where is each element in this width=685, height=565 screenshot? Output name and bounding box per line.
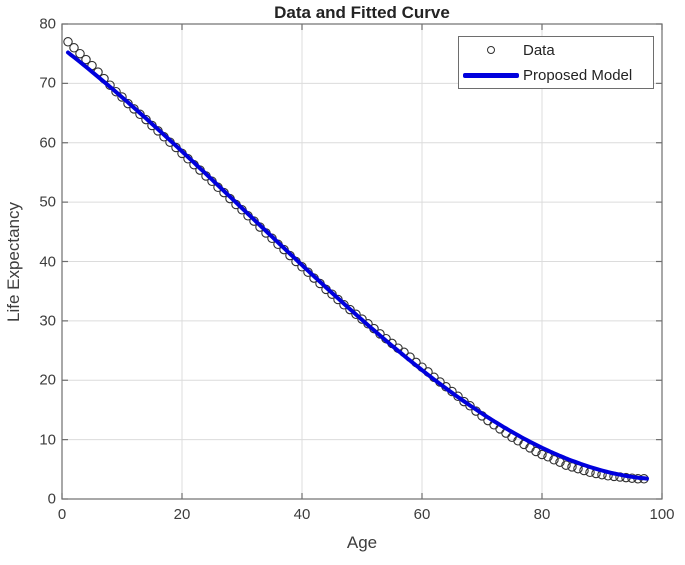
- legend: Data Proposed Model: [458, 36, 654, 89]
- y-tick-label: 30: [39, 312, 56, 330]
- y-tick-label: 60: [39, 134, 56, 152]
- circle-marker-icon: [487, 46, 495, 54]
- y-tick-label: 0: [47, 490, 56, 508]
- x-tick-label: 20: [173, 506, 191, 523]
- x-tick-label: 60: [413, 506, 431, 523]
- legend-label-data: Data: [523, 41, 555, 59]
- x-tick-label: 100: [649, 506, 675, 523]
- x-axis-label: Age: [346, 533, 378, 552]
- y-tick-label: 20: [39, 371, 56, 389]
- y-tick-label: 10: [39, 431, 56, 449]
- y-tick-label: 80: [39, 15, 56, 33]
- data-marker-swatch: [459, 46, 523, 54]
- legend-entry-model: Proposed Model: [459, 63, 653, 88]
- y-axis-tick-labels: 0 10 20 30 40 50 60 70 80: [0, 0, 56, 565]
- x-tick-label: 80: [533, 506, 551, 523]
- x-axis-tick-labels: 0 20 40 60 80 100: [0, 506, 685, 526]
- legend-label-model: Proposed Model: [523, 66, 633, 84]
- model-line-swatch: [459, 72, 523, 78]
- y-tick-label: 40: [39, 253, 56, 270]
- y-tick-label: 70: [39, 74, 56, 92]
- legend-entry-data: Data: [459, 38, 653, 63]
- line-marker-icon: [463, 72, 519, 78]
- y-tick-label: 50: [39, 193, 56, 211]
- chart-title: Data and Fitted Curve: [274, 3, 450, 22]
- x-tick-label: 0: [57, 506, 67, 523]
- y-axis-label: Life Expectancy: [4, 201, 23, 322]
- x-tick-label: 40: [293, 506, 311, 523]
